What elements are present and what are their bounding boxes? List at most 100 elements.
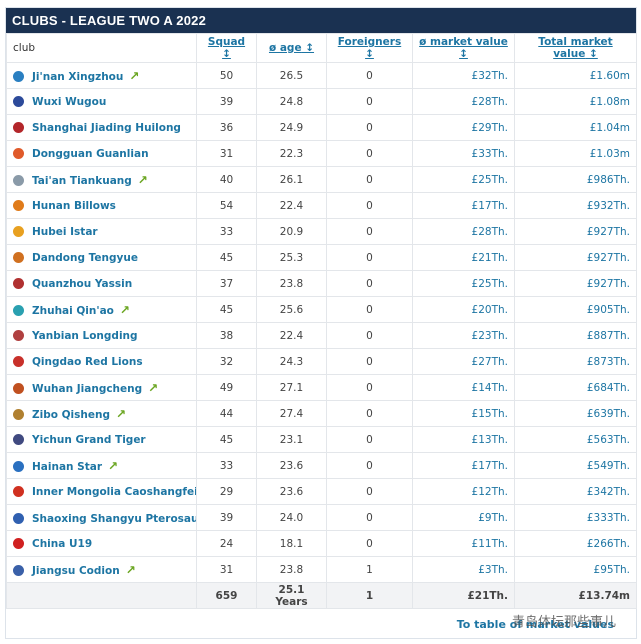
cell: £563Th. — [514, 426, 637, 453]
club-cell: Dongguan Guanlian — [6, 140, 197, 167]
column-label[interactable]: ø market value — [419, 36, 508, 48]
cell: 44 — [196, 400, 257, 427]
cell: £1.03m — [514, 140, 637, 167]
club-name[interactable]: Wuhan Jiangcheng — [32, 382, 143, 395]
club-name[interactable]: Jiangsu Codion — [32, 564, 120, 577]
column-header[interactable]: Squad ↕ — [196, 33, 257, 63]
club-row: Wuxi Wugou 39 24.8 0 £28Th. £1.08m — [6, 88, 637, 115]
cell: 45 — [196, 244, 257, 271]
cell: 20.9 — [256, 218, 327, 245]
column-header: club — [6, 33, 197, 63]
cell: 22.3 — [256, 140, 327, 167]
club-row: Qingdao Red Lions 32 24.3 0 £27Th. £873Th. — [6, 348, 637, 375]
club-row: Dandong Tengyue 45 25.3 0 £21Th. £927Th. — [6, 244, 637, 271]
cell: 0 — [326, 114, 413, 141]
cell: 0 — [326, 140, 413, 167]
club-row: Hunan Billows 54 22.4 0 £17Th. £932Th. — [6, 192, 637, 219]
club-cell: Shaoxing Shangyu Pterosaur↗ — [6, 504, 197, 531]
promoted-icon: ↗ — [119, 302, 130, 317]
club-name[interactable]: Hunan Billows — [32, 199, 116, 212]
club-name[interactable]: Shaoxing Shangyu Pterosaur — [32, 512, 197, 525]
club-row: Yichun Grand Tiger 45 23.1 0 £13Th. £563Th. — [6, 426, 637, 453]
club-name[interactable]: Hainan Star — [32, 460, 103, 473]
club-logo — [13, 71, 24, 82]
club-name[interactable]: Dandong Tengyue — [32, 251, 138, 264]
cell: £28Th. — [412, 88, 515, 115]
cell: £15Th. — [412, 400, 515, 427]
club-cell: Shanghai Jiading Huilong — [6, 114, 197, 141]
cell: £927Th. — [514, 218, 637, 245]
column-label[interactable]: Foreigners — [337, 36, 402, 48]
cell: £873Th. — [514, 348, 637, 375]
cell: 0 — [326, 166, 413, 193]
club-name[interactable]: Dongguan Guanlian — [32, 147, 149, 160]
footer-cell: 1 — [326, 582, 413, 609]
club-name[interactable]: Ji'nan Xingzhou — [32, 70, 124, 83]
club-name[interactable]: Tai'an Tiankuang — [32, 174, 132, 187]
club-name[interactable]: Hubei Istar — [32, 225, 98, 238]
club-logo — [13, 122, 24, 133]
club-cell: Quanzhou Yassin — [6, 270, 197, 297]
club-cell: Hainan Star ↗ — [6, 452, 197, 479]
column-header[interactable]: ø market value ↕ — [412, 33, 515, 63]
cell: £20Th. — [412, 296, 515, 323]
club-name[interactable]: China U19 — [32, 537, 93, 550]
column-label[interactable]: ø age — [268, 42, 302, 54]
club-row: Shanghai Jiading Huilong 36 24.9 0 £29Th. £1.… — [6, 114, 637, 141]
promoted-icon: ↗ — [137, 172, 148, 187]
market-values-link[interactable]: To table of market values — [456, 618, 614, 631]
promoted-icon: ↗ — [125, 562, 136, 577]
promoted-icon: ↗ — [129, 68, 140, 83]
club-row: Jiangsu Codion ↗ 31 23.8 1 £3Th. £95Th. — [6, 556, 637, 583]
cell: 0 — [326, 244, 413, 271]
club-name[interactable]: Yanbian Longding — [32, 329, 138, 342]
sort-icon: ↕ — [585, 48, 598, 60]
club-name[interactable]: Qingdao Red Lions — [32, 355, 143, 368]
club-name[interactable]: Zhuhai Qin'ao — [32, 304, 114, 317]
cell: 23.8 — [256, 270, 327, 297]
sort-icon: ↕ — [365, 48, 374, 60]
cell: 49 — [196, 374, 257, 401]
cell: 26.1 — [256, 166, 327, 193]
club-row: Hubei Istar 33 20.9 0 £28Th. £927Th. — [6, 218, 637, 245]
club-logo — [13, 305, 24, 316]
cell: 0 — [326, 270, 413, 297]
club-name[interactable]: Yichun Grand Tiger — [32, 433, 146, 446]
cell: £3Th. — [412, 556, 515, 583]
cell: £27Th. — [412, 348, 515, 375]
cell: 23.6 — [256, 452, 327, 479]
cell: £639Th. — [514, 400, 637, 427]
column-label[interactable]: Squad — [207, 36, 246, 48]
column-label[interactable]: Total market value — [538, 36, 613, 60]
cell: £28Th. — [412, 218, 515, 245]
column-header[interactable]: Total market value ↕ — [514, 33, 637, 63]
cell: £1.08m — [514, 88, 637, 115]
cell: 24 — [196, 530, 257, 557]
club-name[interactable]: Zibo Qisheng — [32, 408, 110, 421]
cell: 25.6 — [256, 296, 327, 323]
cell: £549Th. — [514, 452, 637, 479]
club-logo — [13, 565, 24, 576]
cell: £12Th. — [412, 478, 515, 505]
club-cell: Yichun Grand Tiger — [6, 426, 197, 453]
cell: £11Th. — [412, 530, 515, 557]
clubs-table: club Squad ↕ ø age ↕ Foreigners ↕ ø market v… — [6, 33, 637, 609]
club-name[interactable]: Inner Mongolia Caoshangfei — [32, 485, 197, 498]
cell: £95Th. — [514, 556, 637, 583]
column-header[interactable]: ø age ↕ — [256, 33, 327, 63]
club-row: Zibo Qisheng ↗ 44 27.4 0 £15Th. £639Th. — [6, 400, 637, 427]
cell: 45 — [196, 426, 257, 453]
club-cell: Tai'an Tiankuang ↗ — [6, 166, 197, 193]
cell: 0 — [326, 218, 413, 245]
club-row: Zhuhai Qin'ao ↗ 45 25.6 0 £20Th. £905Th. — [6, 296, 637, 323]
club-name[interactable]: Quanzhou Yassin — [32, 277, 133, 290]
club-name[interactable]: Wuxi Wugou — [32, 95, 107, 108]
cell: 22.4 — [256, 192, 327, 219]
club-name[interactable]: Shanghai Jiading Huilong — [32, 121, 181, 134]
column-header[interactable]: Foreigners ↕ — [326, 33, 413, 63]
club-logo — [13, 486, 24, 497]
cell: £887Th. — [514, 322, 637, 349]
club-cell: Wuhan Jiangcheng ↗ — [6, 374, 197, 401]
cell: £932Th. — [514, 192, 637, 219]
clubs-widget: CLUBS - LEAGUE TWO A 2022 club Squad ↕ ø a… — [5, 7, 637, 639]
